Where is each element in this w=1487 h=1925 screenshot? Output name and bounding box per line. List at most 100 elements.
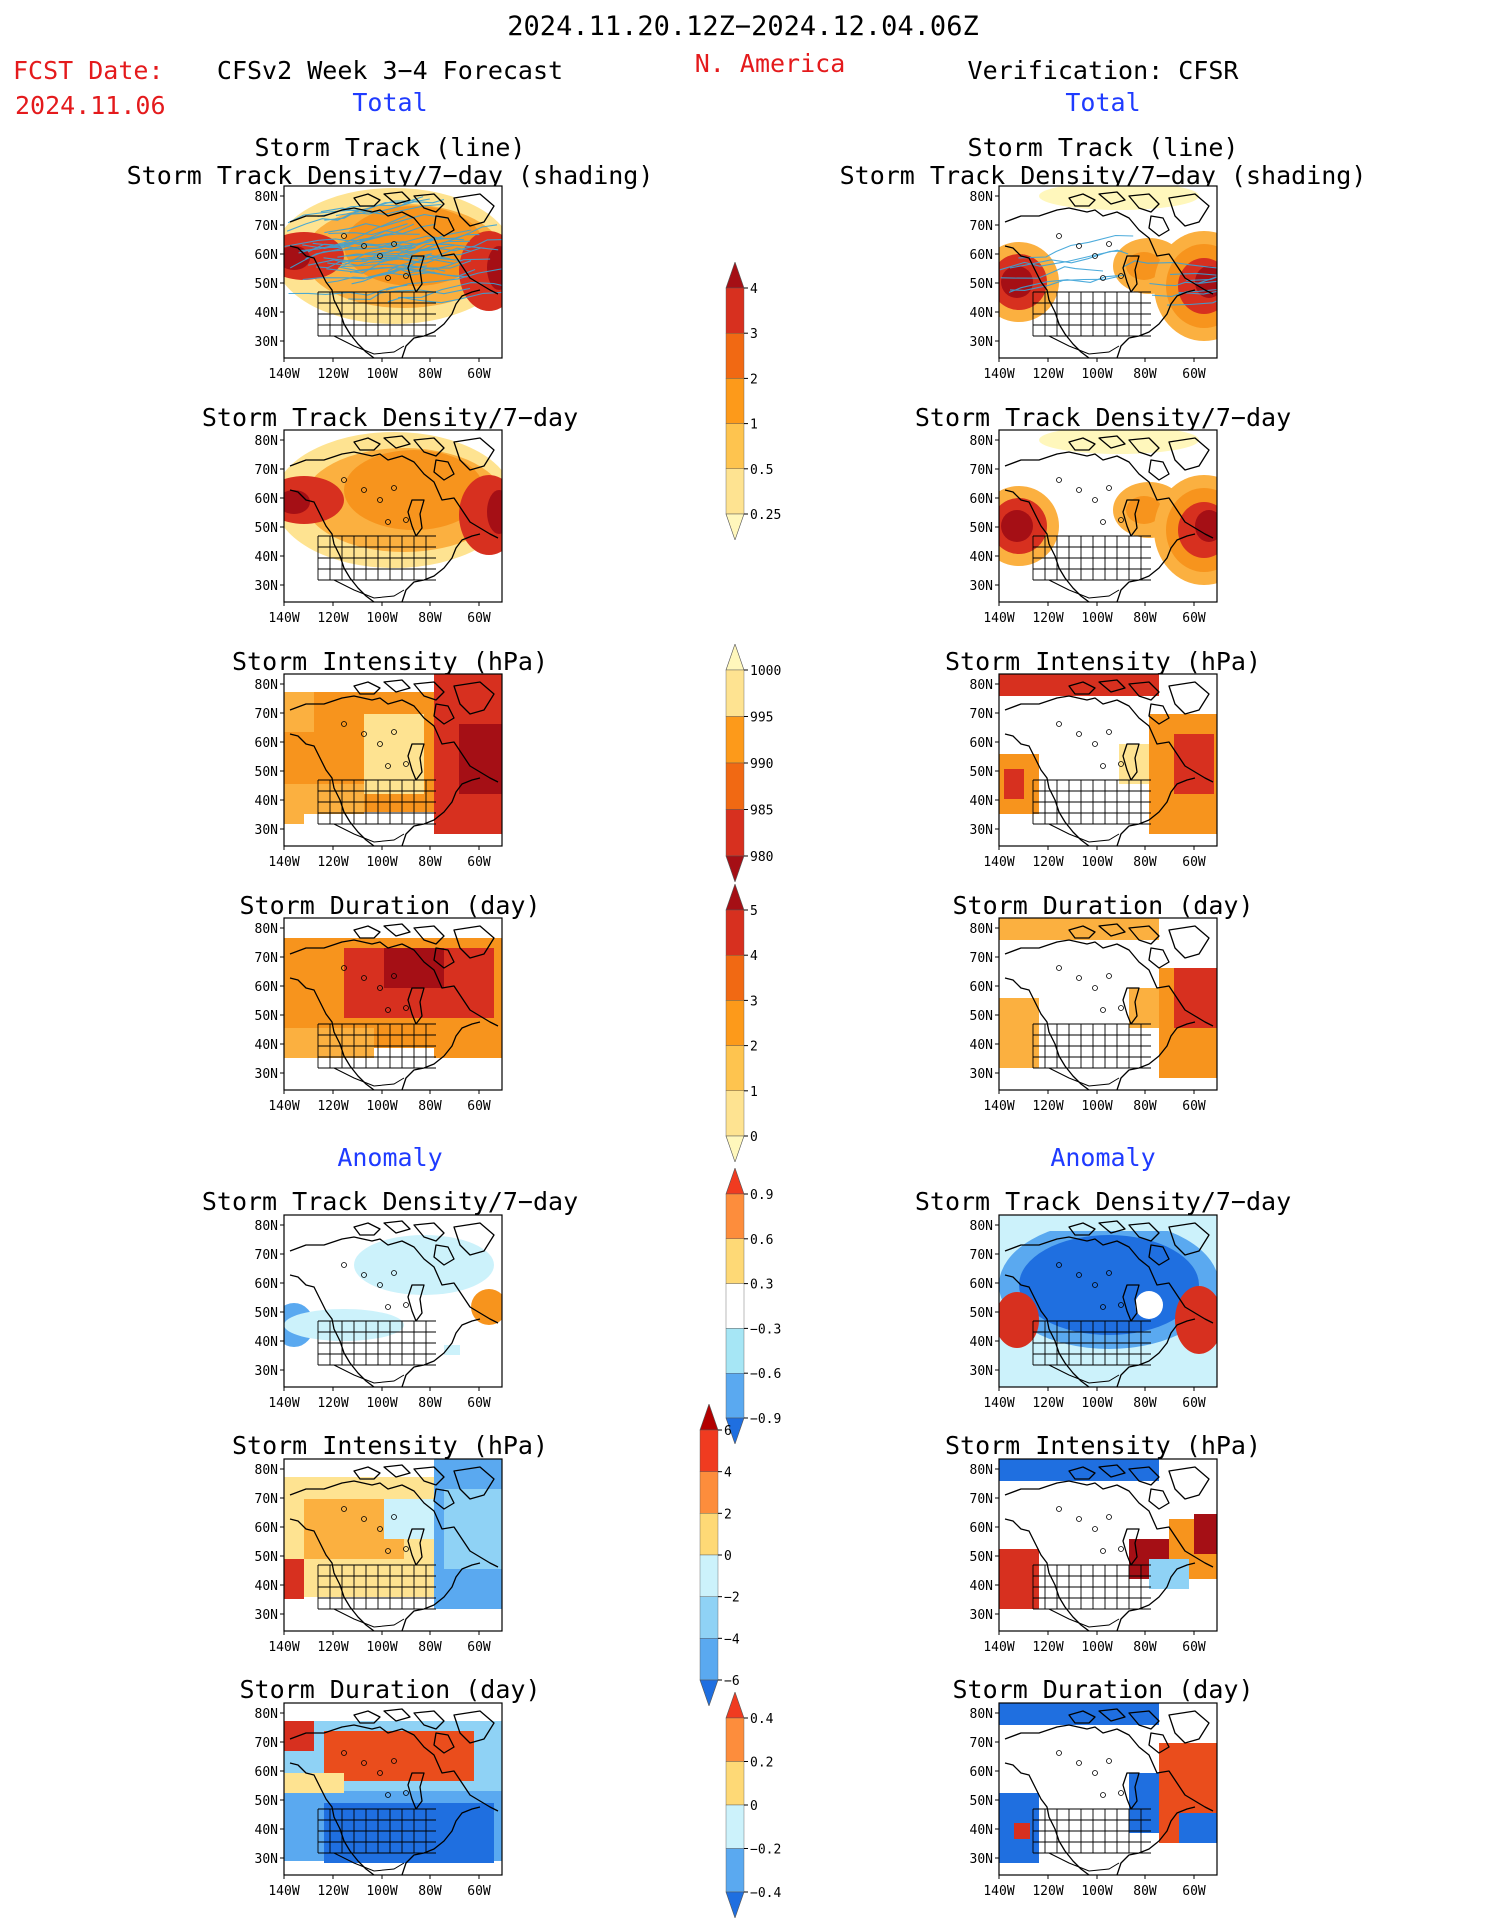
vf-track-line-title: Storm Track (line) <box>967 133 1239 162</box>
plot-frame <box>283 185 503 359</box>
lon-tick-label: 140W <box>268 855 299 870</box>
lat-tick-label: 60N <box>255 492 278 507</box>
colorbar-tick-label: 4 <box>724 1466 732 1481</box>
lat-tick-label: 60N <box>970 248 993 263</box>
lat-tick-label: 60N <box>970 1521 993 1536</box>
lat-tick-label: 60N <box>255 736 278 751</box>
lat-tick-label: 30N <box>970 1608 993 1623</box>
lat-tick-label: 60N <box>255 980 278 995</box>
verification-intensity-anomaly-map: 80N 70N 60N 50N 40N 30N 140W 120W 100W 80W 60W <box>970 1458 1218 1655</box>
colorbar-tick-label: 5 <box>750 904 758 919</box>
lon-tick-label: 60W <box>1182 1099 1206 1114</box>
fc-density-title: Storm Track Density/7−day <box>201 403 579 432</box>
lon-tick-label: 100W <box>366 855 397 870</box>
lat-tick-label: 30N <box>255 1067 278 1082</box>
colorbar-tick-label: 0.4 <box>750 1712 774 1727</box>
fc-track-line-title: Storm Track (line) <box>254 133 526 162</box>
verification-storm-duration-map: 80N 70N 60N 50N 40N 30N 140W 120W 100W 80W 60W <box>970 917 1218 1114</box>
lon-tick-label: 60W <box>1182 855 1206 870</box>
lat-tick-label: 40N <box>255 1335 278 1350</box>
vf-duration-anom-title: Storm Duration (day) <box>952 1675 1254 1704</box>
verification-storm-intensity-map: 80N 70N 60N 50N 40N 30N 140W 120W 100W 80W 60W <box>970 673 1218 870</box>
forecast-title: CFSv2 Week 3−4 Forecast <box>216 56 564 85</box>
lon-tick-label: 80W <box>418 611 442 626</box>
colorbar-tick-label: 995 <box>750 711 773 726</box>
lon-tick-label: 140W <box>268 611 299 626</box>
colorbar-tick-label: 0.6 <box>750 1233 773 1248</box>
lon-tick-label: 60W <box>1182 367 1206 382</box>
lon-tick-label: 100W <box>1081 611 1112 626</box>
lat-tick-label: 30N <box>255 579 278 594</box>
fc-track-title: Storm Track (line) Storm Track Density/7… <box>127 134 654 190</box>
lon-tick-label: 140W <box>983 1884 1014 1899</box>
lon-tick-label: 80W <box>1133 855 1157 870</box>
colorbar-tick-label: −4 <box>724 1632 740 1647</box>
lon-tick-label: 120W <box>1032 1884 1063 1899</box>
colorbar-tick-label: 0.5 <box>750 463 773 478</box>
lat-tick-label: 40N <box>970 550 993 565</box>
lat-tick-label: 60N <box>255 1765 278 1780</box>
lon-tick-label: 60W <box>1182 611 1206 626</box>
lat-tick-label: 80N <box>255 190 278 205</box>
lon-tick-label: 80W <box>418 1884 442 1899</box>
plot-frame <box>998 1458 1218 1632</box>
colorbar-tick-label: 0.9 <box>750 1188 773 1203</box>
lon-tick-label: 80W <box>418 367 442 382</box>
lon-tick-label: 120W <box>317 1396 348 1411</box>
plot-frame <box>998 1702 1218 1876</box>
plot-frame <box>998 917 1218 1091</box>
lon-tick-label: 120W <box>1032 1099 1063 1114</box>
lat-tick-label: 30N <box>255 1364 278 1379</box>
lon-tick-label: 100W <box>1081 367 1112 382</box>
verification-anomaly-label: Anomaly <box>1050 1143 1156 1172</box>
lon-tick-label: 100W <box>366 367 397 382</box>
intensity-anomaly-colorbar: 6 4 2 0 −2 −4 −6 <box>699 1404 740 1706</box>
density-total-colorbar: 4 3 2 1 0.5 0.25 <box>725 262 781 540</box>
fc-duration-anom-title: Storm Duration (day) <box>239 1675 541 1704</box>
plot-frame <box>998 185 1218 359</box>
lon-tick-label: 120W <box>317 1099 348 1114</box>
lon-tick-label: 100W <box>1081 855 1112 870</box>
lat-tick-label: 50N <box>970 521 993 536</box>
lat-tick-label: 80N <box>255 434 278 449</box>
lat-tick-label: 40N <box>970 1579 993 1594</box>
vf-density-title: Storm Track Density/7−day <box>914 403 1292 432</box>
lon-tick-label: 140W <box>268 1396 299 1411</box>
plot-frame <box>283 673 503 847</box>
verification-storm-density-map: 80N 70N 60N 50N 40N 30N 140W 120W 100W 80W 60W <box>970 429 1218 626</box>
lon-tick-label: 140W <box>983 1396 1014 1411</box>
vf-intensity-title: Storm Intensity (hPa) <box>944 647 1262 676</box>
forecast-duration-anomaly-map: 80N 70N 60N 50N 40N 30N 140W 120W 100W 80W 60W <box>255 1702 503 1899</box>
fc-intensity-anom-title: Storm Intensity (hPa) <box>231 1431 549 1460</box>
lat-tick-label: 40N <box>255 306 278 321</box>
lat-tick-label: 70N <box>970 219 993 234</box>
lat-tick-label: 70N <box>255 219 278 234</box>
lon-tick-label: 80W <box>418 1099 442 1114</box>
lon-tick-label: 60W <box>467 611 491 626</box>
lat-tick-label: 70N <box>970 463 993 478</box>
fcst-date-value: 2024.11.06 <box>15 91 166 120</box>
lon-tick-label: 120W <box>1032 1396 1063 1411</box>
duration-anomaly-colorbar: 0.4 0.2 0 −0.2 −0.4 <box>725 1692 781 1918</box>
fc-duration-title: Storm Duration (day) <box>239 891 541 920</box>
lon-tick-label: 100W <box>366 1099 397 1114</box>
lon-tick-label: 60W <box>467 855 491 870</box>
lat-tick-label: 40N <box>255 1038 278 1053</box>
colorbar-tick-label: −6 <box>724 1674 740 1689</box>
lon-tick-label: 140W <box>983 367 1014 382</box>
colorbar-tick-label: 990 <box>750 757 773 772</box>
lon-tick-label: 100W <box>366 1640 397 1655</box>
lat-tick-label: 80N <box>970 190 993 205</box>
lon-tick-label: 140W <box>983 855 1014 870</box>
colorbar-tick-label: 985 <box>750 804 773 819</box>
forecast-intensity-anomaly-map: 80N 70N 60N 50N 40N 30N 140W 120W 100W 80W 60W <box>255 1458 503 1655</box>
plot-frame <box>283 1702 503 1876</box>
colorbar-tick-label: 0 <box>750 1799 758 1814</box>
vf-intensity-anom-title: Storm Intensity (hPa) <box>944 1431 1262 1460</box>
lat-tick-label: 80N <box>255 1219 278 1234</box>
lat-tick-label: 60N <box>255 248 278 263</box>
lon-tick-label: 80W <box>1133 611 1157 626</box>
lat-tick-label: 40N <box>970 1038 993 1053</box>
colorbar-tick-label: 2 <box>724 1507 732 1522</box>
lat-tick-label: 40N <box>255 1579 278 1594</box>
